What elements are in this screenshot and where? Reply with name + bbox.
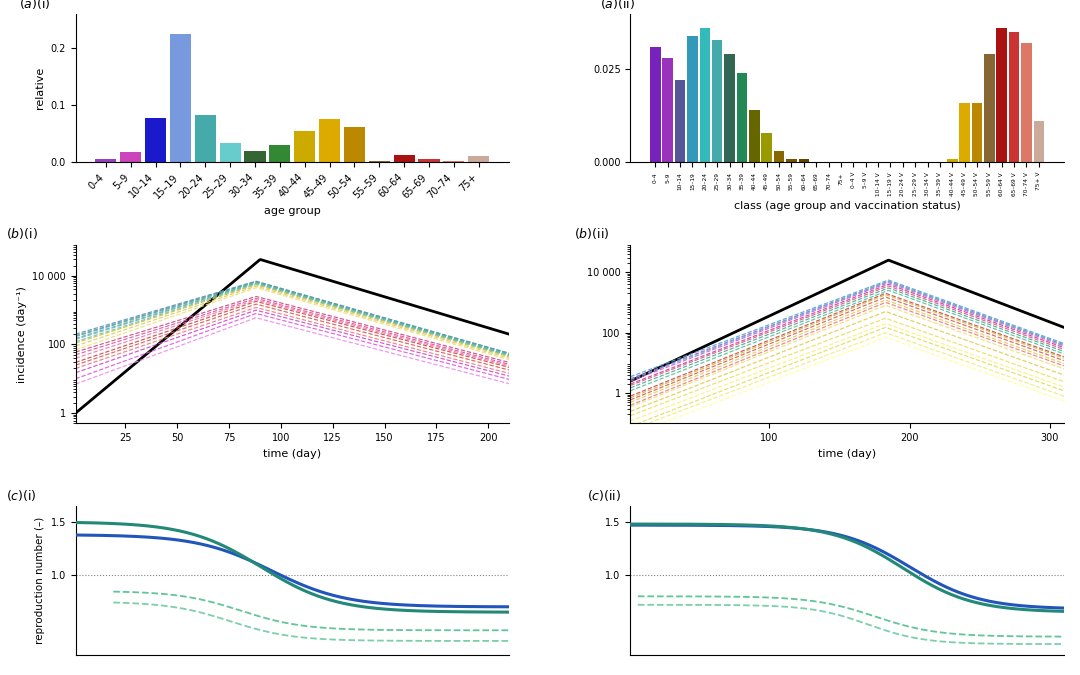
Bar [662, 58, 673, 162]
Bar [761, 132, 772, 162]
Bar [1009, 32, 1020, 162]
Bar [1022, 43, 1031, 162]
Bar [294, 132, 315, 162]
Y-axis label: reproduction number (–): reproduction number (–) [35, 517, 45, 644]
Bar [750, 110, 759, 162]
Bar [418, 159, 440, 162]
Bar [959, 103, 970, 162]
X-axis label: time (day): time (day) [264, 449, 322, 459]
Bar [145, 117, 166, 162]
Text: $(b)$(ii): $(b)$(ii) [575, 226, 609, 241]
X-axis label: age group: age group [264, 206, 321, 216]
Bar [244, 151, 266, 162]
Text: $(c)$(i): $(c)$(i) [6, 488, 37, 503]
Bar [700, 28, 710, 162]
Bar [786, 159, 797, 162]
Bar [798, 159, 809, 162]
X-axis label: class (age group and vaccination status): class (age group and vaccination status) [733, 201, 960, 211]
Bar [269, 145, 291, 162]
Bar [1034, 122, 1044, 162]
Bar [120, 152, 141, 162]
Bar [972, 103, 982, 162]
X-axis label: time (day): time (day) [818, 449, 876, 459]
Bar [712, 40, 723, 162]
Y-axis label: relative: relative [35, 67, 45, 109]
Bar [194, 115, 216, 162]
Bar [443, 161, 464, 162]
Bar [319, 119, 340, 162]
Bar [997, 28, 1007, 162]
Bar [393, 155, 415, 162]
Text: $(a)$(ii): $(a)$(ii) [600, 0, 635, 11]
Bar [170, 34, 191, 162]
Bar [368, 161, 390, 162]
Bar [947, 159, 958, 162]
Y-axis label: incidence (day⁻¹): incidence (day⁻¹) [16, 286, 27, 383]
Bar [984, 55, 995, 162]
Bar [725, 55, 734, 162]
Text: $(a)$(i): $(a)$(i) [19, 0, 51, 11]
Bar [675, 80, 686, 162]
Bar [95, 159, 117, 162]
Text: $(b)$(i): $(b)$(i) [6, 226, 38, 241]
Bar [343, 127, 365, 162]
Bar [219, 143, 241, 162]
Bar [469, 156, 489, 162]
Text: $(c)$(ii): $(c)$(ii) [588, 488, 621, 503]
Bar [650, 47, 661, 162]
Bar [687, 36, 698, 162]
Bar [737, 73, 747, 162]
Bar [773, 151, 784, 162]
